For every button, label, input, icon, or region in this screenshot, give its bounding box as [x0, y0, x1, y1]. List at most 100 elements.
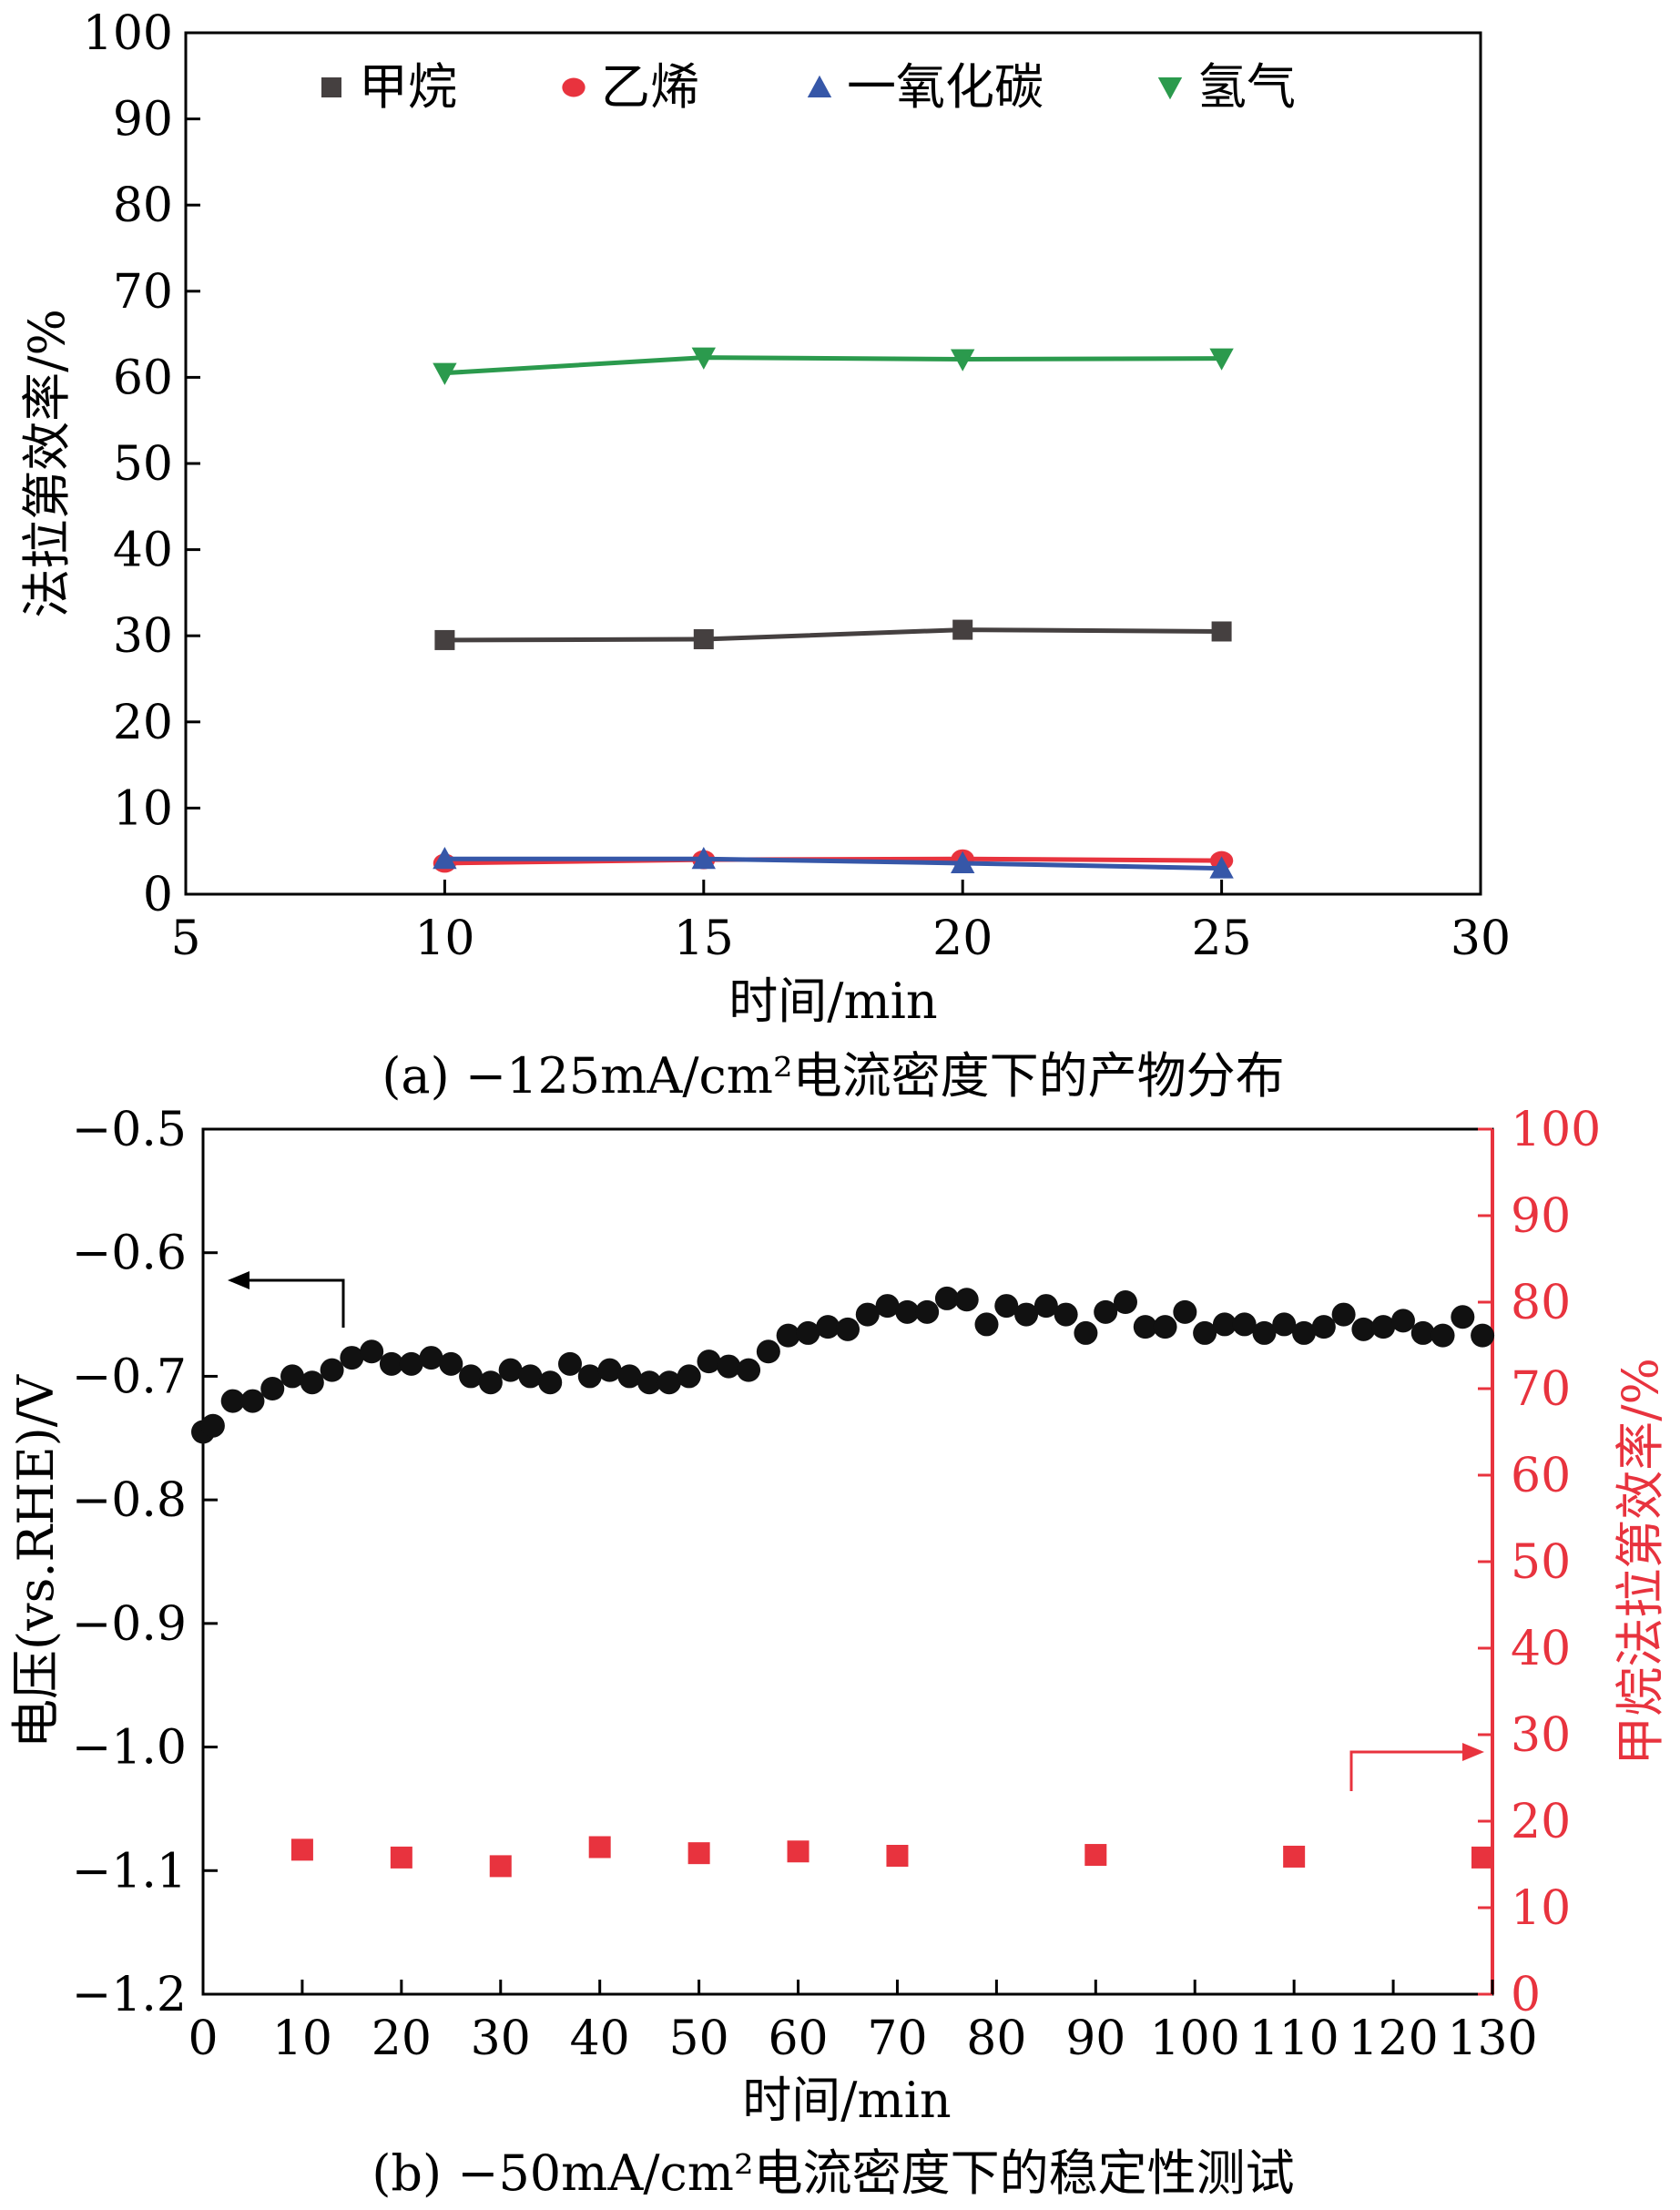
series-2-point — [433, 847, 457, 870]
fe-point — [290, 1838, 313, 1861]
voltage-point — [1133, 1315, 1157, 1339]
voltage-point — [855, 1302, 880, 1327]
series-3-point — [1209, 348, 1234, 371]
panel-a-x-tick-label: 15 — [674, 911, 734, 966]
series-2-point — [1209, 856, 1234, 879]
fe-axis-arrow — [1349, 1750, 1468, 1791]
panel-b-left-y-tick-label: −0.7 — [72, 1349, 187, 1404]
panel-b-x-tick-label: 110 — [1249, 2011, 1339, 2066]
panel-b-left-y-axis-label: 电压(vs.RHE)/V — [7, 1374, 65, 1748]
voltage-point — [280, 1364, 305, 1389]
voltage-point — [796, 1320, 820, 1345]
voltage-point — [1331, 1302, 1356, 1327]
voltage-point — [538, 1370, 563, 1395]
voltage-point — [300, 1370, 324, 1395]
voltage-point — [340, 1346, 364, 1370]
panel-a-y-tick-label: 0 — [143, 868, 173, 922]
panel-b-left-y-tick-label: −0.5 — [72, 1103, 187, 1157]
series-2-point — [951, 850, 975, 873]
voltage-point — [518, 1364, 543, 1389]
legend-marker-0 — [321, 77, 341, 97]
panel-b-right-y-axis-label: 甲烷法拉第效率/% — [1612, 1358, 1669, 1766]
voltage-point — [637, 1370, 662, 1395]
voltage-point — [697, 1349, 721, 1374]
voltage-point — [360, 1339, 384, 1364]
fe-point — [588, 1836, 611, 1859]
panel-b-right-y-tick-label: 10 — [1511, 1881, 1571, 1936]
voltage-point — [1431, 1323, 1455, 1348]
series-0-point — [693, 628, 714, 649]
legend-label-2: 一氧化碳 — [847, 58, 1044, 116]
panel-b-right-y-tick-label: 70 — [1511, 1362, 1571, 1417]
series-2-point — [691, 847, 716, 870]
series-line-3 — [444, 355, 1222, 376]
voltage-point — [717, 1354, 741, 1379]
panel-b-left-y-tick-label: −0.8 — [72, 1473, 187, 1528]
panel-a-plot-frame — [184, 31, 1482, 896]
panel-b-caption: (b) −50mA/cm²电流密度下的稳定性测试 — [372, 2144, 1294, 2202]
voltage-point — [220, 1389, 245, 1413]
fe-point — [1084, 1844, 1107, 1867]
series-line-0 — [444, 627, 1222, 643]
voltage-point — [1292, 1320, 1317, 1345]
fe-point — [886, 1845, 909, 1867]
panel-b-x-tick-label: 0 — [188, 2011, 218, 2066]
panel-b-x-tick-label: 100 — [1150, 2011, 1240, 2066]
panel-b-chart: −0.5−0.6−0.7−0.8−0.9−1.0−1.1−1.2 01020304… — [7, 1103, 1669, 2202]
panel-a-x-tick-label: 5 — [170, 911, 200, 966]
voltage-point — [974, 1312, 999, 1337]
legend-marker-2 — [807, 75, 832, 97]
voltage-point — [1094, 1299, 1118, 1324]
voltage-point — [1351, 1317, 1376, 1341]
panel-a-y-tick-label: 90 — [113, 93, 173, 148]
panel-b-x-tick-label: 20 — [372, 2011, 432, 2066]
voltage-point — [657, 1370, 681, 1395]
voltage-point — [895, 1299, 920, 1324]
fe-point — [787, 1840, 809, 1863]
voltage-point — [439, 1351, 463, 1376]
panel-a-axes: 0 10 20 30 40 50 60 70 80 90 100 5 10 15 20 25 30 — [83, 6, 1511, 966]
voltage-point — [399, 1351, 423, 1376]
voltage-point — [875, 1294, 900, 1319]
voltage-point — [577, 1364, 602, 1389]
panel-b-right-y-tick-label: 50 — [1511, 1535, 1571, 1590]
panel-b-series — [191, 1286, 1495, 1878]
panel-a-series — [433, 347, 1234, 879]
panel-a-y-tick-label: 10 — [113, 781, 173, 836]
voltage-point — [1193, 1320, 1217, 1345]
panel-b-x-tick-label: 80 — [966, 2011, 1026, 2066]
panel-a-y-tick-label: 100 — [83, 6, 173, 61]
series-0-point — [434, 629, 455, 650]
panel-b-x-tick-label: 70 — [867, 2011, 927, 2066]
voltage-point — [776, 1323, 800, 1348]
panel-b-x-axis-label: 时间/min — [742, 2072, 951, 2129]
panel-a-x-tick-label: 20 — [932, 911, 993, 966]
panel-a-y-tick-label: 40 — [113, 524, 173, 578]
series-0-point — [952, 619, 973, 640]
panel-b-left-y-tick-label: −0.9 — [72, 1597, 187, 1652]
voltage-point — [1173, 1299, 1197, 1324]
panel-a-caption: (a) −125mA/cm²电流密度下的产物分布 — [382, 1047, 1284, 1105]
panel-b-axes: −0.5−0.6−0.7−0.8−0.9−1.0−1.1−1.2 01020304… — [72, 1103, 1602, 2066]
series-3-point — [951, 349, 975, 372]
voltage-point — [419, 1346, 443, 1370]
panel-b-left-y-tick-label: −1.0 — [72, 1721, 187, 1776]
panel-a-y-tick-label: 30 — [113, 609, 173, 664]
voltage-point — [1390, 1309, 1415, 1333]
voltage-point — [597, 1358, 622, 1382]
series-line-2 — [444, 856, 1222, 871]
voltage-point — [617, 1364, 642, 1389]
panel-a-x-tick-label: 10 — [414, 911, 474, 966]
panel-b-left-y-tick-label: −1.2 — [72, 1968, 187, 2022]
panel-a-y-tick-label: 80 — [113, 178, 173, 233]
voltage-point — [1311, 1315, 1336, 1339]
panel-b-x-tick-label: 90 — [1065, 2011, 1125, 2066]
voltage-point — [200, 1413, 225, 1438]
voltage-point — [1113, 1290, 1137, 1314]
panel-a-x-tick-label: 30 — [1451, 911, 1511, 966]
panel-b-right-y-tick-label: 20 — [1511, 1795, 1571, 1849]
panel-a-y-tick-label: 70 — [113, 265, 173, 320]
voltage-point — [379, 1351, 403, 1376]
legend-label-3: 氢气 — [1197, 58, 1296, 116]
